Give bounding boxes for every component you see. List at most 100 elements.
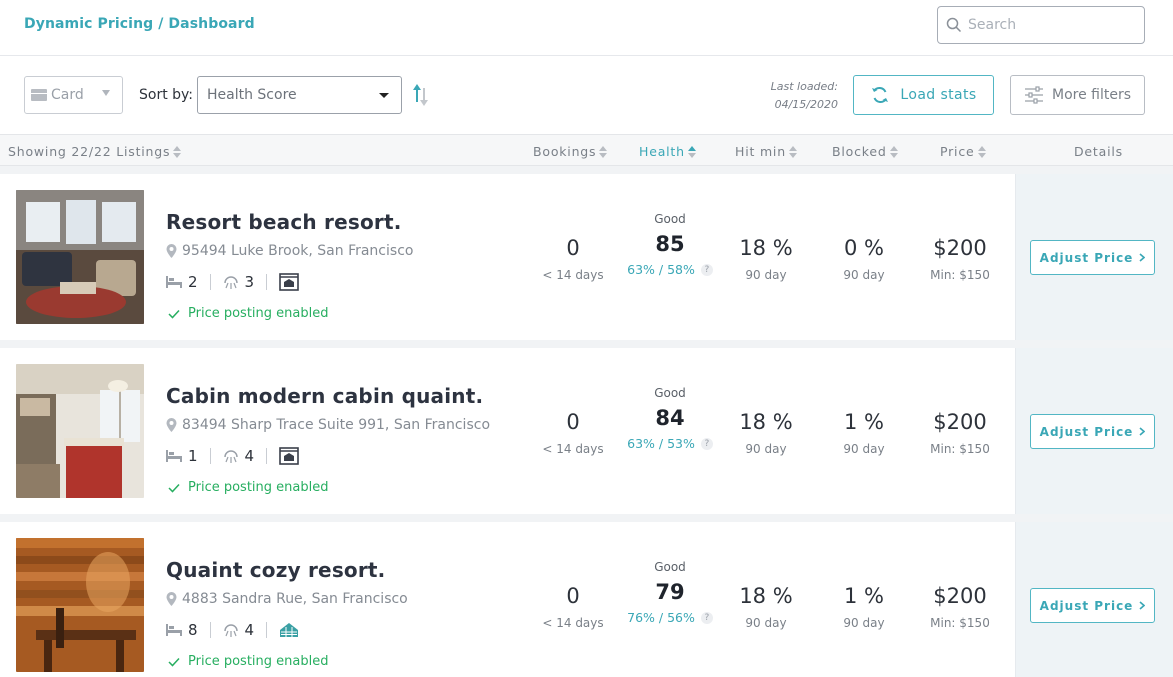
sort-arrows-icon xyxy=(599,145,608,159)
more-filters-button[interactable]: More filters xyxy=(1010,75,1145,115)
hit-min-value: 18 % xyxy=(739,584,793,608)
blocked-value: 1 % xyxy=(844,410,884,434)
adjust-price-button[interactable]: Adjust Price xyxy=(1030,588,1155,623)
sort-direction-icon[interactable] xyxy=(411,82,431,108)
amenities: 1 4 xyxy=(166,447,299,465)
sort-by-label: Sort by: xyxy=(139,87,194,103)
column-health[interactable]: Health xyxy=(639,144,696,159)
health-percentages: 63% / 58% xyxy=(627,262,695,277)
blocked-sub: 90 day xyxy=(843,442,885,456)
help-icon[interactable]: ? xyxy=(700,611,713,624)
bath-icon xyxy=(223,276,238,289)
listing-list: Resort beach resort. 95494 Luke Brook, S… xyxy=(0,166,1173,677)
listing-address: 95494 Luke Brook, San Francisco xyxy=(166,243,413,259)
price-metric: $200 Min: $150 xyxy=(915,584,1005,630)
check-icon xyxy=(168,657,180,667)
adjust-price-button[interactable]: Adjust Price xyxy=(1030,240,1155,275)
bed-icon xyxy=(166,450,182,462)
price-posting-status: Price posting enabled xyxy=(168,306,328,321)
load-stats-button[interactable]: Load stats xyxy=(853,75,994,115)
listing-address: 83494 Sharp Trace Suite 991, San Francis… xyxy=(166,417,490,433)
check-icon xyxy=(168,483,180,493)
column-blocked[interactable]: Blocked xyxy=(832,144,898,159)
listing-title[interactable]: Quaint cozy resort. xyxy=(166,558,386,582)
cabin-icon xyxy=(280,623,299,637)
bath-count: 4 xyxy=(244,621,255,639)
health-breakdown: 76% / 56%? xyxy=(625,610,715,625)
location-pin-icon xyxy=(166,244,177,258)
last-loaded-date: 04/15/2020 xyxy=(774,98,838,111)
health-label: Good xyxy=(654,386,686,400)
price-metric: $200 Min: $150 xyxy=(915,410,1005,456)
search-input[interactable] xyxy=(968,17,1128,33)
chevron-right-icon xyxy=(1139,601,1146,610)
column-details-label: Details xyxy=(1074,144,1123,159)
health-breakdown: 63% / 58%? xyxy=(625,262,715,277)
bed-icon xyxy=(166,276,182,288)
column-hit-min[interactable]: Hit min xyxy=(735,144,797,159)
listing-photo[interactable] xyxy=(16,538,144,672)
adjust-price-label: Adjust Price xyxy=(1039,424,1134,439)
health-metric: Good 79 76% / 56%? xyxy=(625,560,715,625)
hit-min-metric: 18 % 90 day xyxy=(726,584,806,630)
view-mode-value: Card xyxy=(51,87,84,103)
health-metric: Good 85 63% / 58%? xyxy=(625,212,715,277)
address-text: 95494 Luke Brook, San Francisco xyxy=(182,243,414,259)
listing-address: 4883 Sandra Rue, San Francisco xyxy=(166,591,408,607)
search-box[interactable] xyxy=(937,6,1145,44)
last-loaded: Last loaded: 04/15/2020 xyxy=(740,78,838,114)
hit-min-sub: 90 day xyxy=(745,268,787,282)
sort-by-select[interactable]: Health Score xyxy=(197,76,402,114)
listing-title[interactable]: Cabin modern cabin quaint. xyxy=(166,384,484,408)
adjust-price-button[interactable]: Adjust Price xyxy=(1030,414,1155,449)
amenities: 2 3 xyxy=(166,273,299,291)
sort-arrows-icon xyxy=(788,145,797,159)
listing-title[interactable]: Resort beach resort. xyxy=(166,210,402,234)
divider xyxy=(209,622,211,638)
bookings-sub: < 14 days xyxy=(542,268,604,282)
price-min: Min: $150 xyxy=(930,442,990,456)
health-label: Good xyxy=(654,212,686,226)
column-showing[interactable]: Showing 22/22 Listings xyxy=(8,144,182,159)
column-price[interactable]: Price xyxy=(940,144,986,159)
bookings-value: 0 xyxy=(566,236,580,260)
last-loaded-label: Last loaded: xyxy=(770,80,838,93)
check-icon xyxy=(168,309,180,319)
sliders-icon xyxy=(1024,86,1043,104)
amenities: 8 4 xyxy=(166,621,299,639)
blocked-metric: 1 % 90 day xyxy=(824,410,904,456)
caret-down-icon xyxy=(379,93,389,98)
health-score: 79 xyxy=(655,580,685,604)
adjust-price-label: Adjust Price xyxy=(1039,250,1134,265)
address-text: 4883 Sandra Rue, San Francisco xyxy=(182,591,408,607)
listing-card: Cabin modern cabin quaint. 83494 Sharp T… xyxy=(0,348,1173,514)
address-text: 83494 Sharp Trace Suite 991, San Francis… xyxy=(182,417,491,433)
help-icon[interactable]: ? xyxy=(700,263,713,276)
listing-photo[interactable] xyxy=(16,190,144,324)
sort-arrows-icon xyxy=(687,145,696,159)
bookings-sub: < 14 days xyxy=(542,616,604,630)
listing-photo[interactable] xyxy=(16,364,144,498)
blocked-value: 0 % xyxy=(844,236,884,260)
help-icon[interactable]: ? xyxy=(700,437,713,450)
card-view-icon xyxy=(31,89,47,101)
sort-arrows-icon xyxy=(977,145,986,159)
chevron-down-icon xyxy=(102,90,110,96)
breadcrumb[interactable]: Dynamic Pricing / Dashboard xyxy=(24,16,255,32)
divider xyxy=(209,448,211,464)
view-mode-select[interactable]: Card xyxy=(24,76,123,114)
posting-text: Price posting enabled xyxy=(188,306,329,321)
price-value: $200 xyxy=(933,410,987,434)
blocked-metric: 0 % 90 day xyxy=(824,236,904,282)
column-bookings[interactable]: Bookings xyxy=(533,144,608,159)
price-value: $200 xyxy=(933,584,987,608)
health-breakdown: 63% / 53%? xyxy=(625,436,715,451)
bookings-value: 0 xyxy=(566,410,580,434)
column-header-row: Showing 22/22 Listings Bookings Health H… xyxy=(0,134,1173,166)
bath-icon xyxy=(223,624,238,637)
search-icon xyxy=(946,17,962,33)
sort-arrows-icon xyxy=(173,145,182,159)
adjust-price-label: Adjust Price xyxy=(1039,598,1134,613)
bed-count: 1 xyxy=(188,447,198,465)
load-stats-label: Load stats xyxy=(900,87,977,103)
